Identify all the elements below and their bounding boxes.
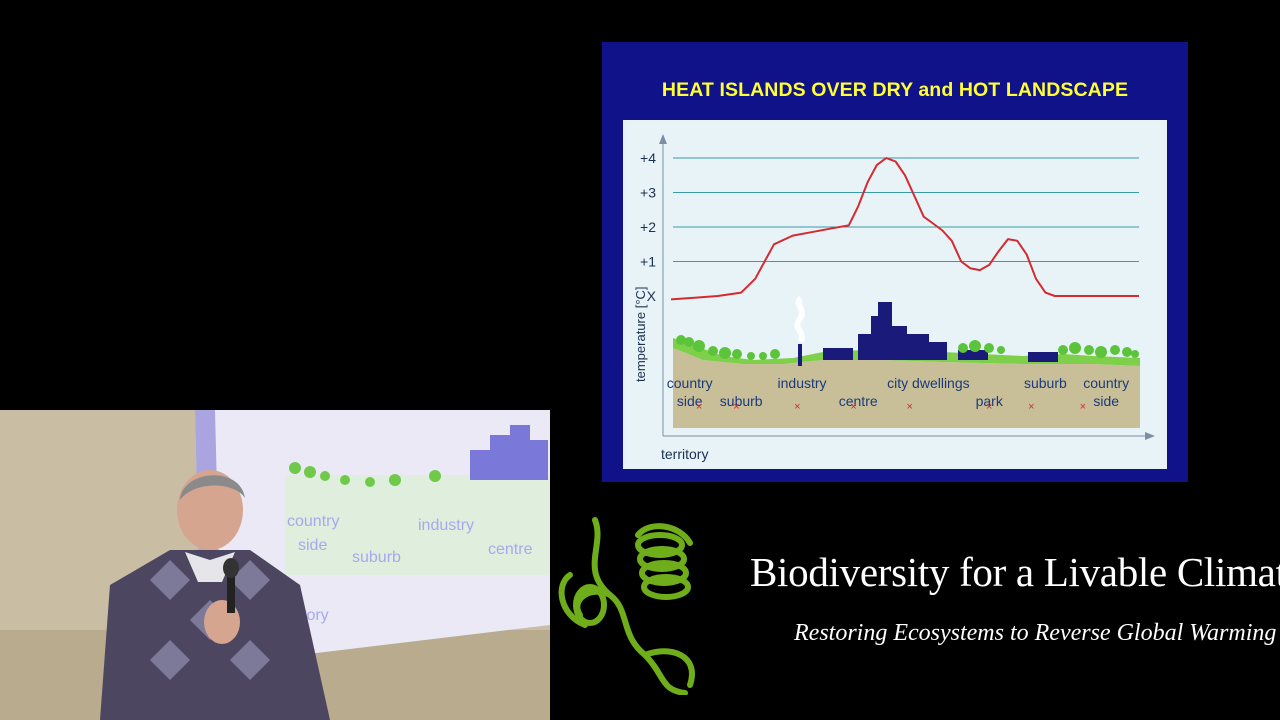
y-tick-label: +4	[640, 150, 656, 166]
branding-area: Biodiversity for a Livable Climate Resto…	[550, 515, 1280, 720]
zone-label: country	[667, 375, 713, 391]
svg-text:suburb: suburb	[352, 549, 401, 566]
zone-label: park	[976, 393, 1004, 409]
svg-text:side: side	[298, 537, 327, 554]
zone-label: city dwellings	[887, 375, 969, 391]
y-tick-label: +1	[640, 254, 656, 270]
x-axis-label: territory	[661, 446, 708, 462]
temperature-curve	[670, 157, 1139, 301]
organization-title: Biodiversity for a Livable Climate	[750, 549, 1280, 595]
zone-label: side	[677, 393, 703, 409]
zone-labels: country side suburb industry centre city dwel…	[667, 375, 1129, 413]
boundary-marker-icon: ×	[794, 401, 800, 413]
y-axis-arrow	[659, 134, 667, 144]
speaker-video-inset: country side suburb industry centre tory	[0, 410, 550, 720]
svg-text:tory: tory	[302, 607, 329, 624]
zone-label: suburb	[720, 393, 763, 409]
zone-label: centre	[839, 393, 878, 409]
boundary-marker-icon: ×	[696, 401, 702, 413]
boundary-marker-icon: ×	[1028, 401, 1034, 413]
microphone	[227, 568, 235, 613]
zone-label: suburb	[1024, 375, 1067, 391]
y-tick-label: +2	[640, 219, 656, 235]
zone-label: industry	[778, 375, 827, 391]
terrain-illustration	[673, 295, 1140, 428]
speaker-head	[177, 470, 243, 550]
y-tick-label: +3	[640, 185, 656, 201]
slide-title: HEAT ISLANDS OVER DRY and HOT LANDSCAPE	[661, 79, 1129, 101]
svg-text:country: country	[287, 513, 339, 530]
y-tick-label: X	[647, 288, 657, 304]
y-axis-label: temperature [°C]	[633, 286, 648, 382]
x-axis-arrow	[1145, 432, 1155, 440]
presentation-slide: HEAT ISLANDS OVER DRY and HOT LANDSCAPE	[602, 42, 1188, 482]
svg-text:industry: industry	[418, 517, 474, 534]
boundary-marker-icon: ×	[850, 401, 856, 413]
svg-text:centre: centre	[488, 541, 533, 558]
zone-label: side	[1093, 393, 1119, 409]
boundary-marker-icon: ×	[1080, 401, 1086, 413]
boundary-marker-icon: ×	[986, 401, 992, 413]
boundary-marker-icon: ×	[906, 401, 912, 413]
heat-island-chart: X +1 +2 +3 +4 country side suburb industry centr…	[623, 120, 1167, 469]
zone-label: country	[1083, 375, 1129, 391]
spiral-plant-logo-icon	[558, 517, 695, 695]
boundary-marker-icon: ×	[733, 401, 739, 413]
chart-gridlines	[673, 157, 1139, 262]
y-tick-labels: X +1 +2 +3 +4	[640, 150, 657, 304]
organization-tagline: Restoring Ecosystems to Reverse Global W…	[794, 620, 1277, 646]
